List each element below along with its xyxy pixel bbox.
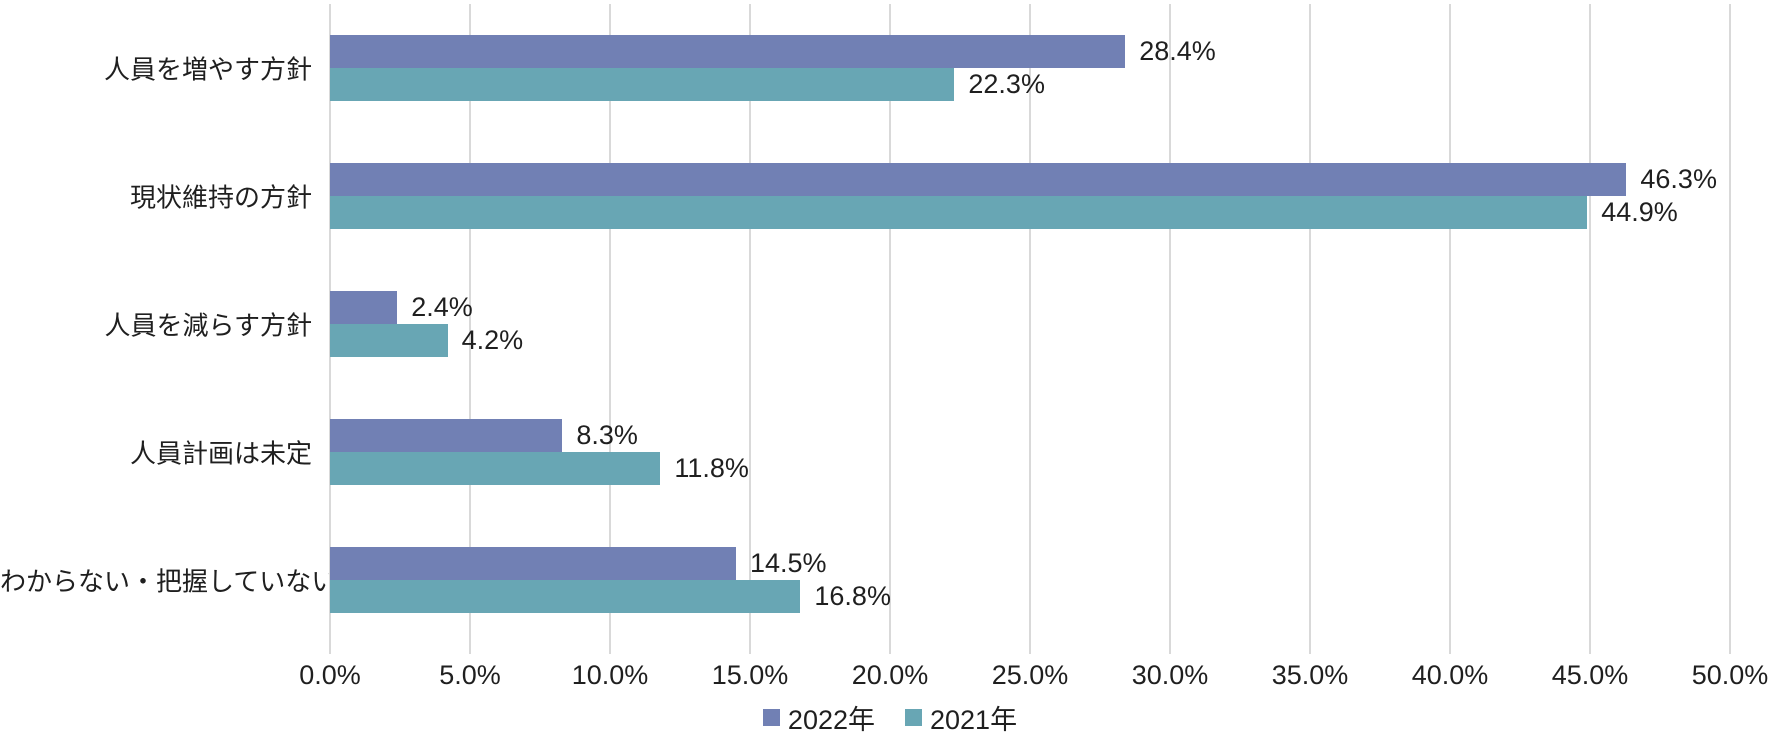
bar-2022年-人員計画は未定 [330,419,563,452]
bar-2021年-人員計画は未定 [330,452,661,485]
value-label: 8.3% [576,420,638,450]
x-axis-tick-label: 5.0% [439,660,501,690]
bar-2021年-人員を増やす方針 [330,68,955,101]
category-label: 現状維持の方針 [129,182,312,213]
gridline [1449,4,1451,644]
gridline [1029,4,1031,644]
x-axis-tick-label: 15.0% [711,660,789,690]
x-axis-tick-label: 40.0% [1411,660,1489,690]
axis-tick [1729,644,1731,654]
gridline [1729,4,1731,644]
x-axis-tick-label: 30.0% [1131,660,1209,690]
x-axis-tick-label: 0.0% [299,660,361,690]
value-label: 22.3% [968,69,1045,99]
value-label: 28.4% [1139,36,1216,66]
legend-item-2021年: 2021年 [905,698,1017,734]
value-label: 4.2% [461,325,524,355]
gridline [1589,4,1591,644]
gridline [469,4,471,644]
gridline [889,4,891,644]
gridline [749,4,751,644]
bar-2022年-わからない・把握していない [330,547,736,580]
value-label: 2.4% [411,292,473,322]
legend-label: 2022年 [787,705,875,734]
bar-2021年-わからない・把握していない [330,580,801,613]
gridline [1309,4,1311,644]
bar-2021年-人員を減らす方針 [330,324,448,357]
category-label: 人員を減らす方針 [104,310,312,341]
axis-tick [609,644,611,654]
axis-tick [1169,644,1171,654]
axis-tick [469,644,471,654]
value-label: 16.8% [814,581,891,611]
legend-swatch-icon [905,709,922,726]
plot-area: 28.4% 22.3% 46.3% 44.9% 2.4% 4.2% 8.3% 11.8% 14.… [329,4,1731,644]
x-axis-tick-label: 20.0% [851,660,929,690]
gridline [1169,4,1171,644]
axis-tick [329,644,331,654]
legend-item-2022年: 2022年 [762,698,875,734]
gridline [609,4,611,644]
bar-2022年-人員を減らす方針 [330,291,398,324]
x-axis-tick-label: 35.0% [1271,660,1349,690]
x-axis-tick-label: 25.0% [991,660,1069,690]
axis-tick [1309,644,1311,654]
x-axis-tick-label: 10.0% [571,660,649,690]
category-label: 人員を増やす方針 [103,54,312,85]
value-label: 44.9% [1601,197,1678,227]
bar-2021年-現状維持の方針 [330,196,1588,229]
category-label: 人員計画は未定 [129,438,312,469]
value-label: 14.5% [750,548,827,578]
x-axis-tick-label: 50.0% [1691,660,1769,690]
category-label: わからない・把握していない [0,566,338,597]
value-label: 46.3% [1640,164,1717,194]
legend-label: 2021年 [930,705,1018,734]
axis-tick [889,644,891,654]
axis-tick [1029,644,1031,654]
axis-tick [1589,644,1591,654]
legend: 2022年 2021年 [0,698,1780,734]
axis-tick [1449,644,1451,654]
x-axis-tick-label: 45.0% [1551,660,1629,690]
value-label: 11.8% [674,453,749,483]
legend-swatch-icon [762,709,780,726]
bar-2022年-現状維持の方針 [330,163,1627,196]
axis-tick [749,644,751,654]
bar-2022年-人員を増やす方針 [330,35,1126,68]
